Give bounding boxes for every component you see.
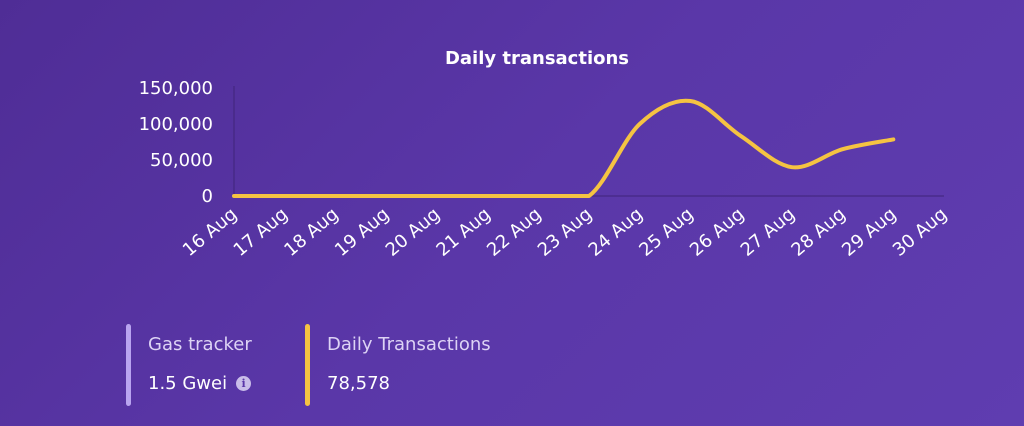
x-tick-label: 30 Aug — [889, 204, 951, 261]
x-tick-label: 21 Aug — [432, 204, 494, 261]
x-tick-label: 25 Aug — [635, 204, 697, 261]
x-tick-label: 26 Aug — [686, 204, 748, 261]
y-tick-label: 100,000 — [139, 114, 213, 135]
chart-axes — [233, 86, 944, 197]
daily-transactions-accent-bar — [305, 324, 310, 406]
gas-tracker-value-row: 1.5 Gwei i — [148, 373, 305, 394]
daily-transactions-chart: Daily transactions 0 50,000 100,000 150,000… — [139, 48, 951, 261]
x-tick-label: 27 Aug — [737, 204, 799, 261]
x-tick-label: 16 Aug — [179, 204, 241, 261]
x-tick-label: 29 Aug — [838, 204, 900, 261]
y-tick-label: 150,000 — [139, 78, 213, 99]
series-lines — [232, 98, 896, 198]
x-tick-label: 20 Aug — [382, 204, 444, 261]
x-tick-label: 19 Aug — [331, 204, 393, 261]
x-tick-label: 18 Aug — [280, 204, 342, 261]
info-icon[interactable]: i — [236, 376, 252, 391]
stats-panel: Gas tracker 1.5 Gwei i Daily Transaction… — [126, 324, 491, 406]
daily-transactions-stat: Daily Transactions 78,578 — [305, 324, 491, 406]
x-tick-label: 28 Aug — [787, 204, 849, 261]
gas-tracker-accent-bar — [126, 324, 131, 406]
daily-transactions-value: 78,578 — [327, 373, 390, 394]
chart-title: Daily transactions — [445, 48, 629, 69]
daily-transactions-label: Daily Transactions — [327, 334, 491, 355]
y-tick-label: 0 — [202, 186, 213, 207]
y-tick-label: 50,000 — [150, 150, 213, 171]
x-tick-label: 22 Aug — [483, 204, 545, 261]
x-tick-label: 24 Aug — [585, 204, 647, 261]
x-tick-label: 17 Aug — [230, 204, 292, 261]
series-line — [232, 98, 896, 198]
gas-tracker-stat: Gas tracker 1.5 Gwei i — [126, 324, 305, 406]
gas-tracker-value: 1.5 Gwei — [148, 373, 228, 394]
gas-tracker-label: Gas tracker — [148, 334, 252, 355]
x-tick-label: 23 Aug — [534, 204, 596, 261]
daily-transactions-value-row: 78,578 — [327, 373, 491, 394]
y-axis-ticks: 0 50,000 100,000 150,000 — [139, 78, 213, 207]
